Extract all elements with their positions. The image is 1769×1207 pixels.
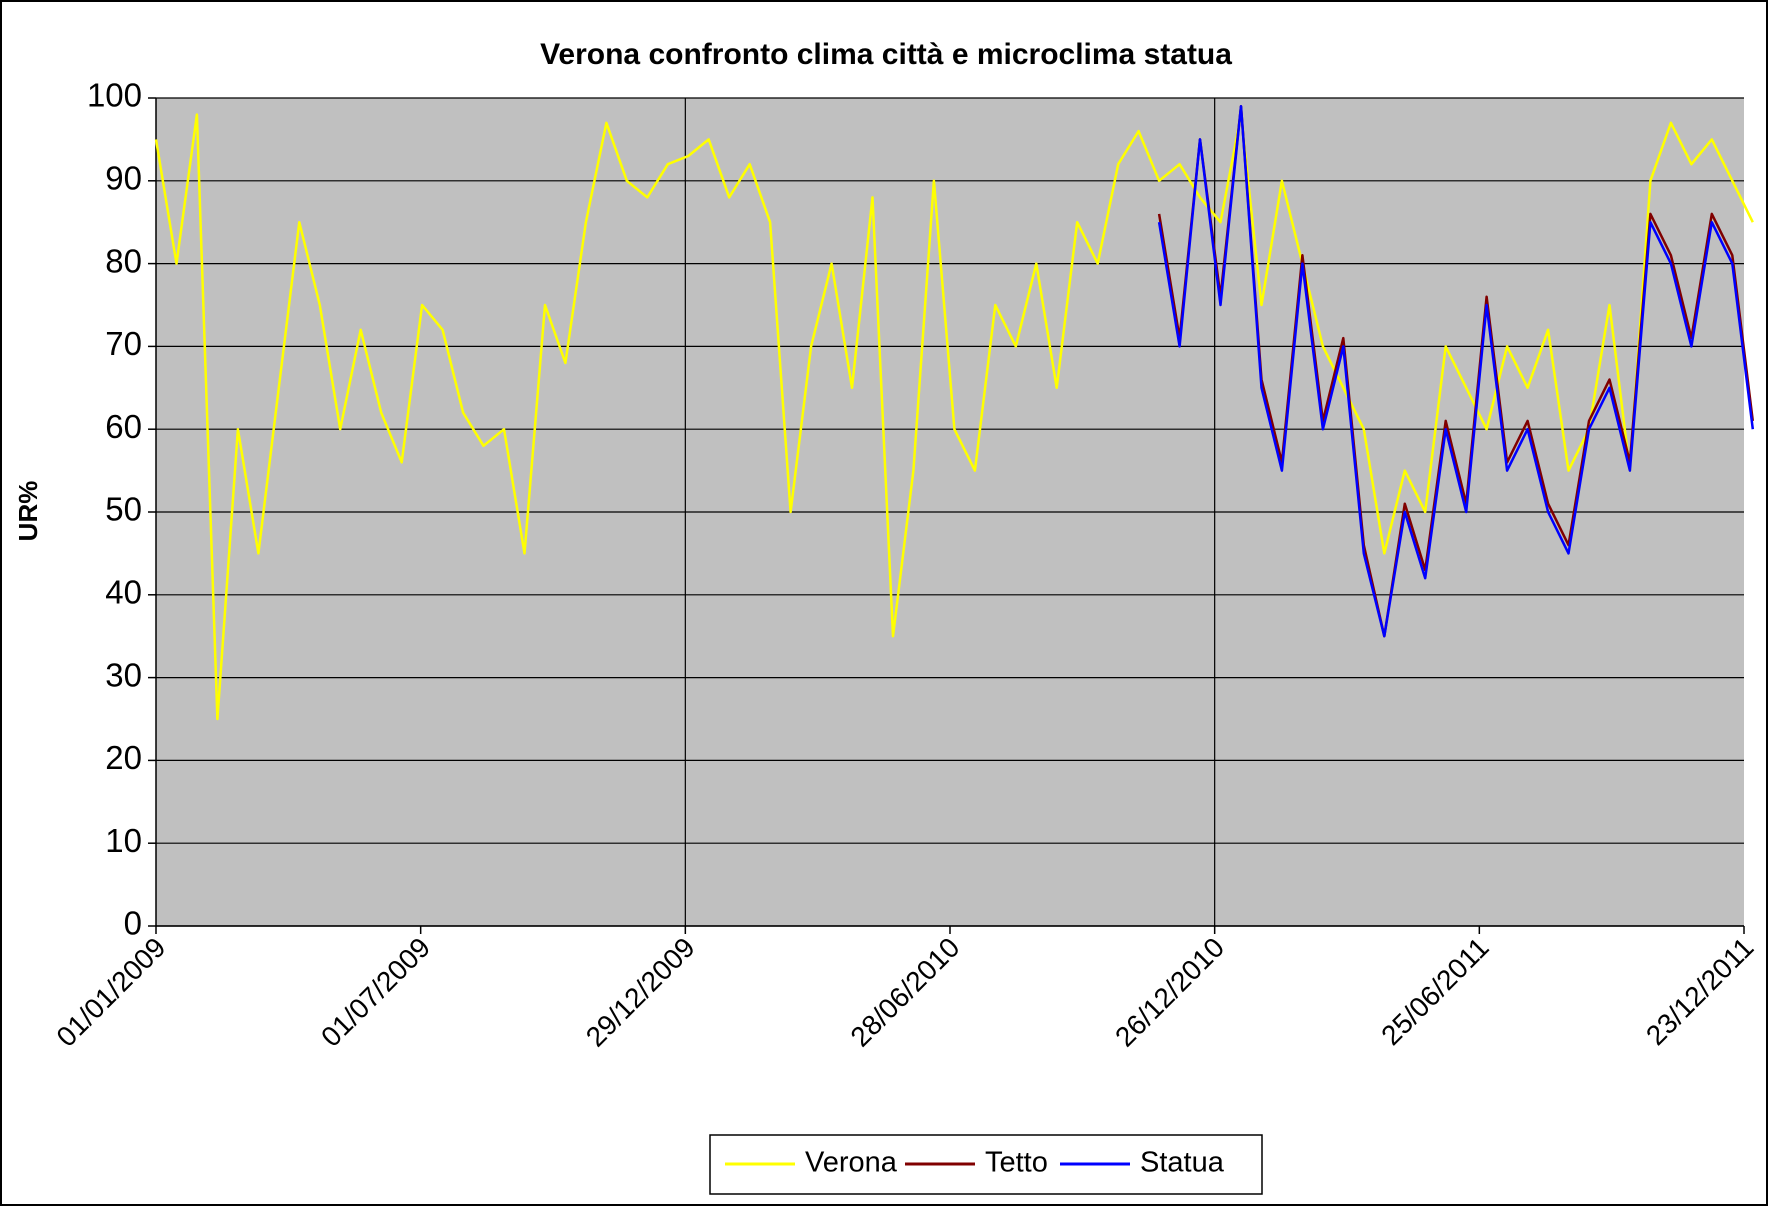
legend-label: Tetto: [985, 1147, 1048, 1179]
series-line: [1157, 105, 1755, 638]
series-line: [154, 113, 1754, 721]
y-tick-label: 40: [105, 574, 142, 611]
y-axis-label: UR%: [13, 481, 43, 542]
chart-title: Verona confronto clima città e microclim…: [540, 38, 1232, 71]
y-tick-label: 80: [105, 242, 142, 279]
y-tick-label: 90: [105, 160, 142, 197]
y-tick-label: 50: [105, 491, 142, 528]
legend: [709, 1134, 1263, 1195]
y-tick-label: 10: [105, 822, 142, 859]
y-tick-label: 0: [124, 905, 142, 942]
legend-label: Verona: [805, 1147, 898, 1179]
y-tick-label: 20: [105, 739, 142, 776]
y-tick-label: 70: [105, 325, 142, 362]
y-tick-label: 30: [105, 656, 142, 693]
y-tick-label: 100: [87, 77, 142, 114]
legend-label: Statua: [1140, 1147, 1225, 1179]
y-tick-label: 60: [105, 408, 142, 445]
